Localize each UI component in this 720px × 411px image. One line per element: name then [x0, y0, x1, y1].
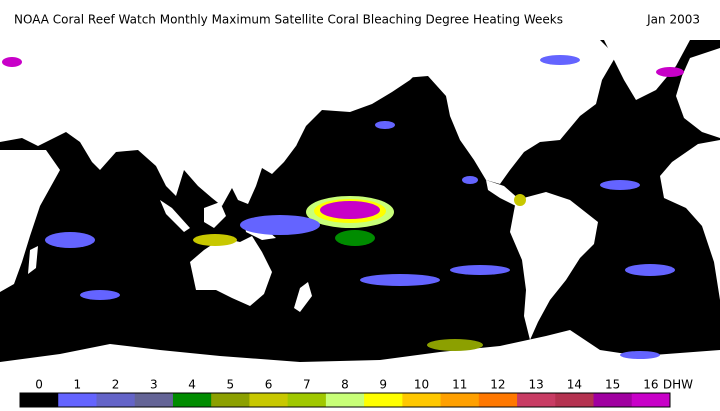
- legend-label: 7: [303, 378, 311, 392]
- legend-swatch: [364, 393, 403, 407]
- hotspot: [450, 265, 510, 275]
- legend-label: 3: [150, 378, 158, 392]
- north-america: [400, 40, 616, 184]
- hotspot: [600, 180, 640, 190]
- legend-swatch: [172, 393, 212, 407]
- legend-label: 0: [35, 378, 43, 392]
- legend-swatch: [517, 393, 556, 407]
- hotspot: [240, 215, 320, 235]
- legend-swatch: [287, 393, 327, 407]
- antarctica: [0, 330, 720, 374]
- hotspot: [514, 194, 526, 206]
- australia: [190, 236, 272, 306]
- map-title: NOAA Coral Reef Watch Monthly Maximum Sa…: [14, 13, 563, 27]
- hotspot: [427, 339, 483, 351]
- central-america: [486, 180, 520, 206]
- madagascar: [28, 246, 38, 274]
- legend-swatch: [593, 393, 633, 407]
- japan: [286, 114, 304, 146]
- legend-label: 6: [265, 378, 273, 392]
- legend-swatch: [96, 393, 136, 407]
- legend-swatch: [134, 393, 174, 407]
- hotspot: [2, 57, 22, 67]
- legend-label: 14: [567, 378, 582, 392]
- borneo: [204, 202, 226, 228]
- sumatra: [160, 200, 190, 232]
- legend-swatch: [402, 393, 442, 407]
- map-date: Jan 2003: [646, 13, 700, 27]
- legend-label: 13: [529, 378, 544, 392]
- legend-swatch: [440, 393, 480, 407]
- legend-unit: DHW: [663, 378, 693, 392]
- hotspot: [375, 121, 395, 129]
- legend-swatch: [631, 393, 671, 407]
- hotspot: [193, 234, 237, 246]
- legend-label: 10: [414, 378, 429, 392]
- legend-swatch: [478, 393, 518, 407]
- africa-east: [660, 140, 720, 300]
- land: [0, 40, 720, 374]
- legend-swatch: [58, 393, 97, 407]
- hotspot: [625, 264, 675, 276]
- legend-swatch: [211, 393, 250, 407]
- legend-label: 1: [74, 378, 82, 392]
- legend-label: 9: [379, 378, 387, 392]
- south-america: [510, 192, 598, 340]
- hotspot: [620, 351, 660, 359]
- legend-label: 12: [490, 378, 505, 392]
- hotspot: [656, 67, 684, 77]
- legend-label: 11: [452, 378, 467, 392]
- hotspot: [45, 232, 95, 248]
- legend-swatch: [20, 393, 59, 407]
- legend-swatch: [249, 393, 289, 407]
- legend-frame: [19, 392, 671, 408]
- legend-label: 15: [605, 378, 620, 392]
- hotspot: [80, 290, 120, 300]
- legend-swatch: [555, 393, 595, 407]
- new-zealand: [294, 282, 312, 312]
- legend-label: 4: [188, 378, 196, 392]
- legend-swatch: [325, 393, 365, 407]
- legend-label: 8: [341, 378, 349, 392]
- legend: 0 1 2 3 4 5 6 7 8 9 10 11 12 13 14 15 16 DHW: [19, 378, 693, 408]
- bleaching-hotspots: [2, 55, 684, 359]
- hotspot: [335, 230, 375, 246]
- hotspot: [462, 176, 478, 184]
- eurasia: [0, 40, 428, 206]
- legend-label: 16: [643, 378, 658, 392]
- hotspot: [540, 55, 580, 65]
- europe: [676, 48, 720, 138]
- legend-label: 2: [112, 378, 120, 392]
- greenland: [604, 40, 690, 100]
- hotspot: [320, 201, 380, 219]
- map: [0, 40, 720, 374]
- africa-west: [0, 150, 60, 292]
- hotspot: [360, 274, 440, 286]
- legend-label: 5: [226, 378, 234, 392]
